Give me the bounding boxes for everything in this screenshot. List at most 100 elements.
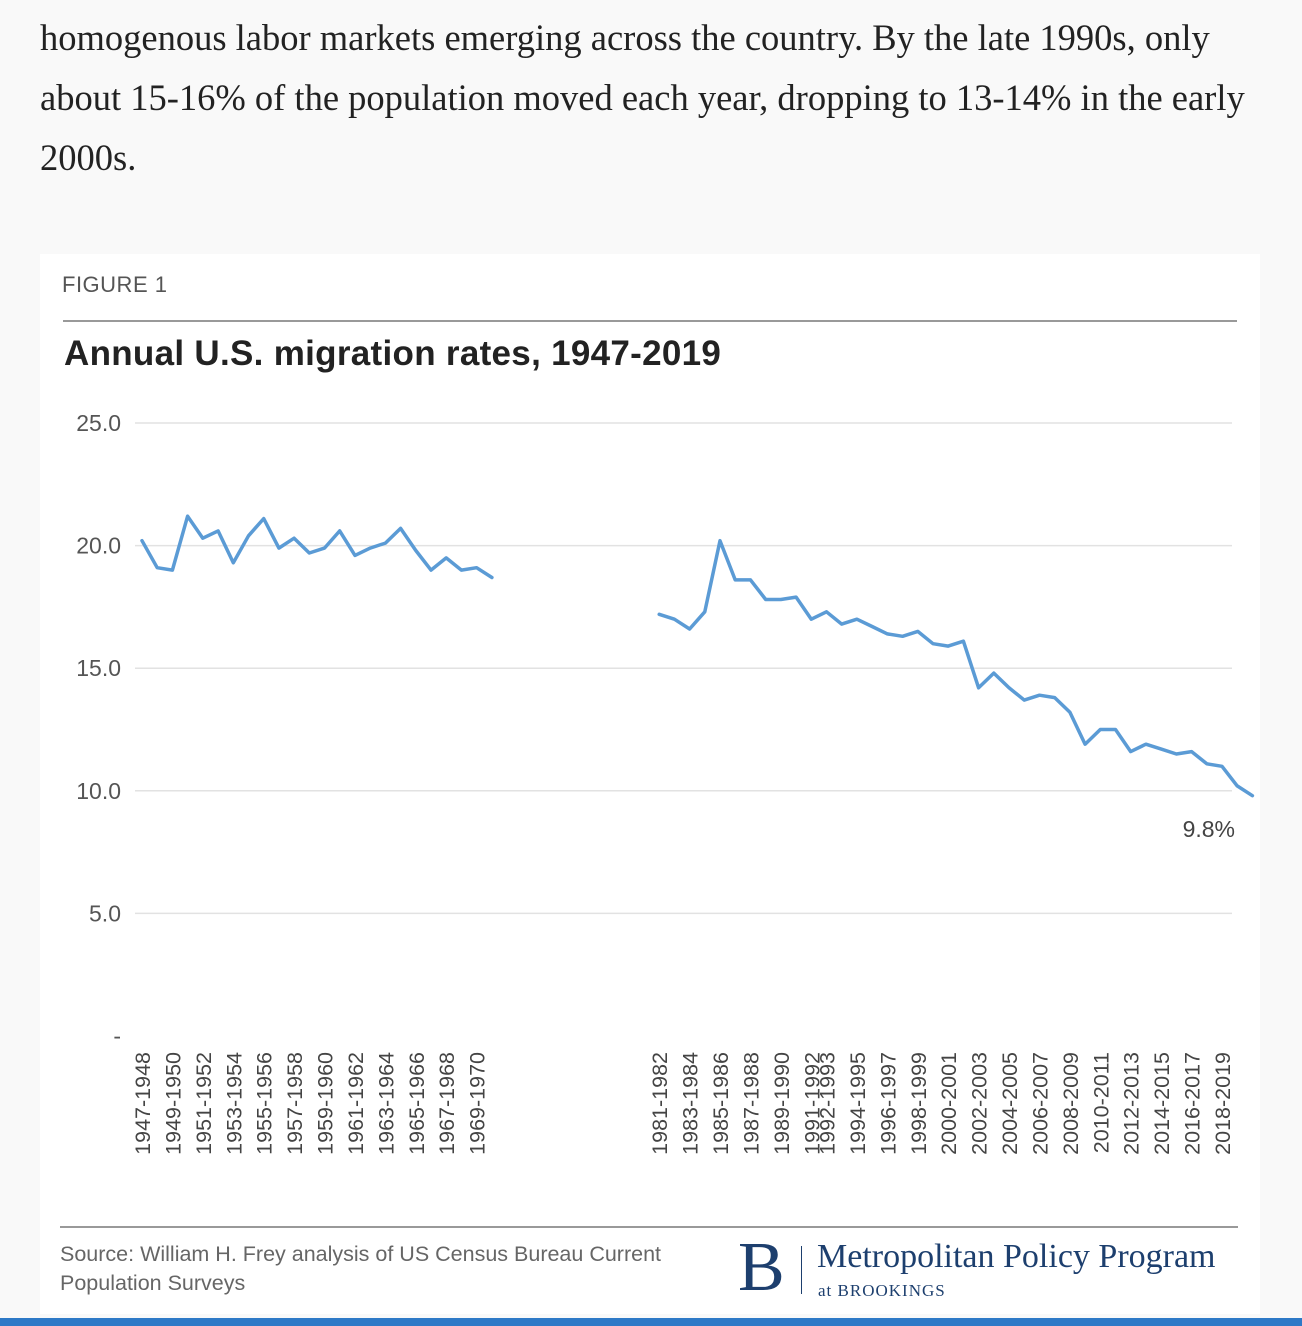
x-tick-label: 1998-1999	[907, 1052, 931, 1155]
data-point	[1068, 710, 1072, 714]
x-tick-label: 1983-1984	[679, 1052, 703, 1155]
x-tick-label: 1987-1988	[739, 1052, 763, 1155]
data-point	[1037, 693, 1041, 697]
data-point	[1250, 794, 1254, 798]
x-tick-label: 1963-1964	[374, 1052, 398, 1155]
y-tick-label: 5.0	[89, 900, 121, 926]
logo-program-name: Metropolitan Policy Program	[817, 1238, 1216, 1275]
x-tick-label: 2010-2011	[1089, 1052, 1113, 1153]
data-point	[292, 536, 296, 540]
chart-title: Annual U.S. migration rates, 1947-2019	[64, 334, 722, 373]
figure-card	[40, 254, 1260, 1314]
data-point	[155, 566, 159, 570]
x-tick-label: 1989-1990	[770, 1052, 794, 1155]
x-tick-label: 1992-1993	[816, 1052, 840, 1155]
data-point	[490, 575, 494, 579]
x-tick-label: 1949-1950	[161, 1052, 185, 1155]
data-point	[672, 617, 676, 621]
x-tick-label: 1955-1956	[253, 1052, 277, 1155]
data-point	[1220, 764, 1224, 768]
data-point	[1022, 698, 1026, 702]
data-point	[277, 546, 281, 550]
data-point	[870, 625, 874, 629]
x-tick-label: 1961-1962	[344, 1052, 368, 1155]
data-point	[977, 686, 981, 690]
data-point	[231, 561, 235, 565]
data-point	[1235, 784, 1239, 788]
y-tick-label: 10.0	[76, 778, 121, 804]
data-point	[1007, 686, 1011, 690]
x-tick-label: 2014-2015	[1150, 1052, 1174, 1155]
data-point	[961, 639, 965, 643]
x-tick-label: 1991-1992	[800, 1052, 824, 1155]
x-tick-label: 2008-2009	[1059, 1052, 1083, 1155]
x-tick-label: 1994-1995	[846, 1052, 870, 1155]
x-tick-label: 1967-1968	[435, 1052, 459, 1155]
y-tick-label: 15.0	[76, 655, 121, 681]
x-tick-label: 1981-1982	[648, 1052, 672, 1155]
data-point	[748, 578, 752, 582]
x-tick-label: 2018-2019	[1211, 1052, 1235, 1155]
data-point	[429, 568, 433, 572]
data-point	[262, 517, 266, 521]
x-tick-label: 1947-1948	[131, 1052, 155, 1155]
y-tick-label: 20.0	[76, 533, 121, 559]
data-point	[307, 551, 311, 555]
data-point	[657, 612, 661, 616]
data-point	[931, 642, 935, 646]
data-point	[186, 514, 190, 518]
data-point	[414, 549, 418, 553]
data-point	[779, 598, 783, 602]
x-tick-label: 1959-1960	[314, 1052, 338, 1155]
article-paragraph: homogenous labor markets emerging across…	[40, 17, 1245, 178]
data-point	[840, 622, 844, 626]
data-point	[338, 529, 342, 533]
data-point	[1174, 752, 1178, 756]
x-tick-label: 2000-2001	[937, 1052, 961, 1155]
data-point	[688, 627, 692, 631]
series-line	[140, 514, 494, 580]
y-tick-label: 25.0	[76, 410, 121, 436]
data-point	[718, 539, 722, 543]
x-tick-label: 2016-2017	[1181, 1052, 1205, 1155]
y-tick-label: -	[113, 1023, 121, 1049]
data-point	[946, 644, 950, 648]
x-tick-label: 2002-2003	[968, 1052, 992, 1155]
data-point	[1190, 750, 1194, 754]
data-point	[855, 617, 859, 621]
data-point	[992, 671, 996, 675]
data-point	[140, 539, 144, 543]
data-point	[1053, 696, 1057, 700]
data-point	[216, 529, 220, 533]
data-point	[1098, 728, 1102, 732]
data-point	[399, 526, 403, 530]
top-divider	[63, 320, 1237, 322]
data-point	[1129, 750, 1133, 754]
data-point	[794, 595, 798, 599]
data-point	[1114, 728, 1118, 732]
figure-label: FIGURE 1	[62, 272, 168, 297]
data-point	[733, 578, 737, 582]
data-point	[475, 566, 479, 570]
x-tick-label: 2012-2013	[1120, 1052, 1144, 1155]
data-point	[170, 568, 174, 572]
x-tick-label: 2004-2005	[998, 1052, 1022, 1155]
data-point	[703, 610, 707, 614]
data-point	[901, 634, 905, 638]
data-point	[459, 568, 463, 572]
data-point	[201, 536, 205, 540]
x-tick-label: 2006-2007	[1028, 1052, 1052, 1155]
data-point	[825, 610, 829, 614]
data-point	[368, 546, 372, 550]
series-line	[657, 538, 1255, 798]
x-tick-label: 1957-1958	[283, 1052, 307, 1155]
x-tick-label: 1953-1954	[222, 1052, 246, 1155]
x-tick-label: 1985-1986	[709, 1052, 733, 1155]
data-point	[383, 541, 387, 545]
data-point	[353, 553, 357, 557]
bottom-divider	[60, 1226, 1238, 1228]
data-point	[1144, 742, 1148, 746]
page-accent-bar	[0, 1318, 1302, 1326]
logo-divider	[801, 1246, 802, 1294]
